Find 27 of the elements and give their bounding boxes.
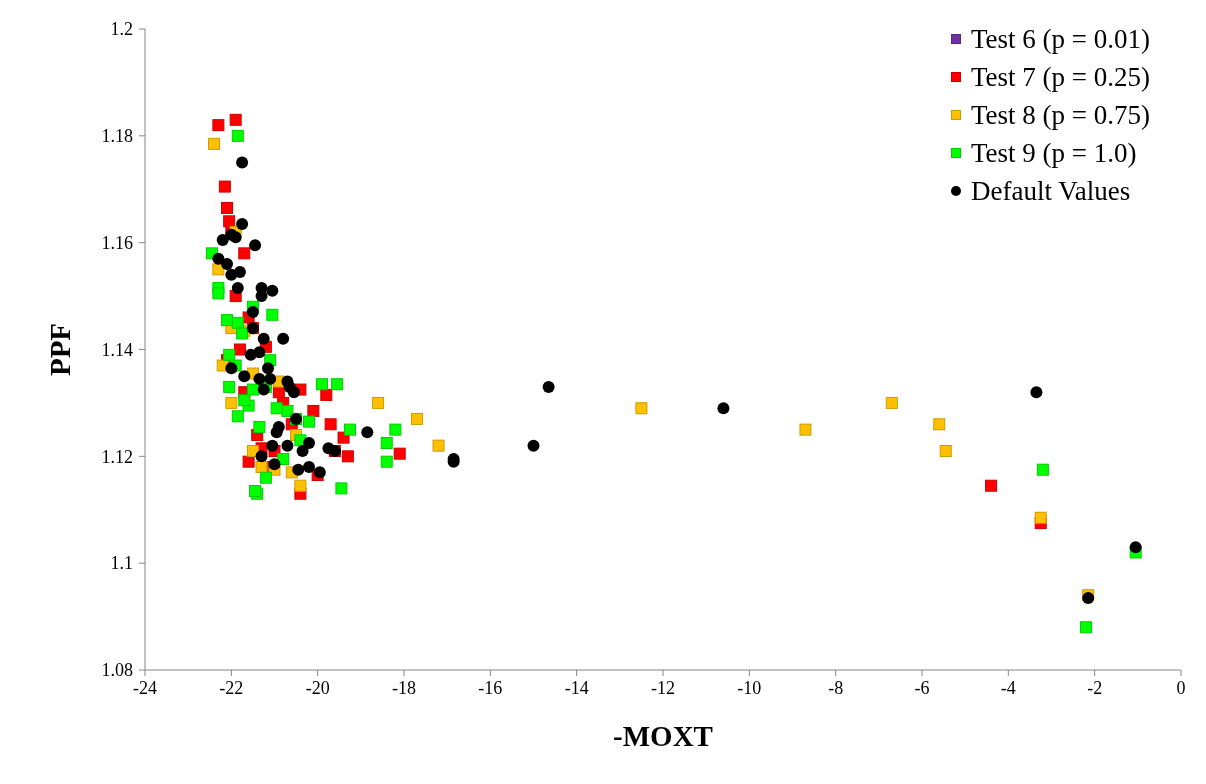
y-tick-label: 1.14 — [101, 339, 133, 360]
y-tick-label: 1.18 — [101, 126, 133, 147]
x-tick-label: -2 — [1087, 678, 1103, 698]
y-tick-label: 1.2 — [110, 19, 133, 40]
x-tick-label: -20 — [305, 678, 330, 698]
y-tick-label: 1.12 — [101, 446, 133, 467]
x-tick-label: -14 — [564, 678, 589, 698]
legend-label: Test 7 (p = 0.25) — [971, 62, 1151, 93]
legend-label: Test 9 (p = 1.0) — [971, 138, 1137, 169]
y-tick-label: 1.16 — [101, 232, 133, 253]
y-tick-label: 1.08 — [101, 660, 133, 681]
legend-label: Test 8 (p = 0.75) — [971, 100, 1151, 131]
x-tick-label: -16 — [478, 678, 503, 698]
x-tick-label: -4 — [1000, 678, 1016, 698]
y-tick-label: 1.1 — [110, 553, 133, 574]
x-tick-label: -10 — [737, 678, 762, 698]
legend-label: Default Values — [971, 176, 1131, 207]
x-tick-label: 0 — [1176, 678, 1186, 698]
y-axis-title: PPF — [44, 322, 76, 377]
x-tick-label: -24 — [133, 678, 157, 698]
x-tick-label: -18 — [392, 678, 416, 698]
x-axis-title: -MOXT — [613, 720, 713, 752]
x-tick-label: -12 — [651, 678, 675, 698]
x-tick-label: -22 — [219, 678, 244, 698]
x-tick-label: -6 — [914, 678, 930, 698]
legend-label: Test 6 (p = 0.01) — [971, 24, 1151, 55]
x-tick-label: -8 — [828, 678, 844, 698]
